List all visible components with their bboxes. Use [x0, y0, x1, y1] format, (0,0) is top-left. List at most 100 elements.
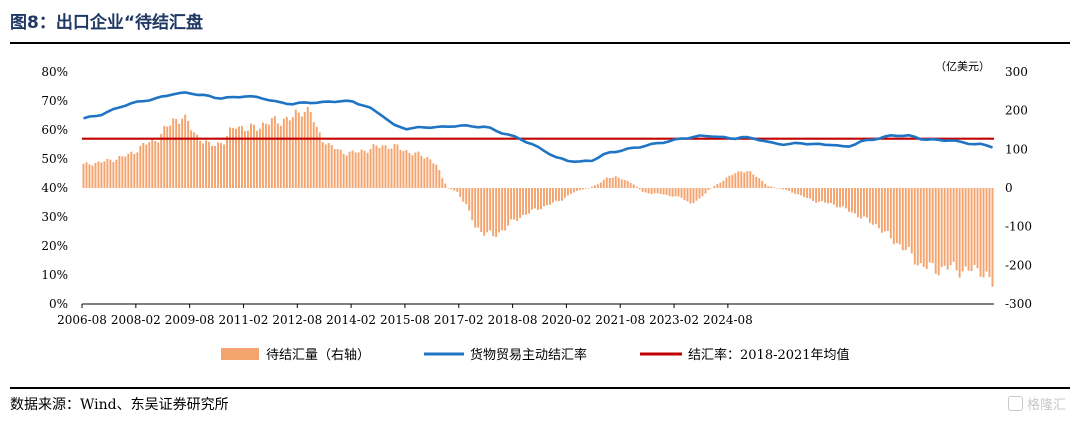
bar: [776, 188, 779, 189]
bar: [279, 125, 282, 188]
bar: [327, 143, 330, 188]
bar: [507, 188, 510, 226]
bar: [800, 188, 803, 196]
bar: [901, 188, 904, 251]
watermark-text: 格隆汇: [1026, 398, 1066, 413]
bar: [593, 185, 596, 188]
bar: [836, 188, 838, 208]
bar: [973, 188, 976, 266]
bar: [270, 118, 273, 188]
bar: [441, 178, 444, 188]
bar: [220, 143, 223, 188]
bar: [492, 188, 495, 237]
bar: [602, 179, 605, 188]
x-tick-label: 2018-08: [488, 313, 538, 327]
bar: [653, 188, 656, 194]
bar: [453, 188, 456, 191]
bar: [892, 188, 895, 245]
bar: [369, 148, 372, 188]
bar: [638, 188, 641, 190]
bar: [432, 163, 435, 188]
bar: [103, 161, 106, 188]
bar: [677, 188, 680, 197]
bar: [504, 188, 507, 231]
bar: [770, 186, 773, 188]
bar: [420, 155, 423, 188]
bar: [895, 188, 898, 244]
bar: [235, 128, 237, 188]
bar: [193, 132, 196, 188]
bar: [276, 123, 279, 188]
bar: [444, 183, 447, 188]
bar: [417, 151, 420, 188]
bar: [874, 188, 877, 225]
bar: [480, 188, 483, 232]
bar: [985, 188, 988, 272]
bar: [348, 151, 351, 188]
bar: [366, 152, 369, 188]
bar: [961, 188, 964, 272]
bar: [214, 145, 217, 188]
bar: [785, 188, 788, 190]
bar: [629, 182, 632, 188]
bar: [300, 116, 303, 188]
bar: [590, 186, 593, 188]
bar: [501, 188, 504, 231]
bar: [958, 188, 961, 278]
bar: [345, 155, 348, 188]
bar: [662, 188, 665, 195]
bar: [743, 172, 746, 188]
bar: [877, 188, 880, 229]
bar: [740, 171, 743, 188]
bar: [351, 150, 354, 188]
legend-swatch-bars: [221, 348, 259, 360]
bar: [851, 188, 853, 213]
bar: [534, 188, 536, 209]
bar: [788, 188, 791, 191]
bar: [581, 188, 584, 190]
bar: [656, 188, 659, 194]
bar: [178, 123, 181, 188]
bar: [510, 188, 513, 220]
bar: [360, 149, 363, 188]
bar: [833, 188, 835, 205]
bar: [880, 188, 883, 233]
bar: [387, 148, 390, 188]
bar: [952, 188, 955, 262]
x-tick-label: 2008-02: [111, 313, 161, 327]
bar: [635, 186, 638, 188]
bar: [318, 132, 321, 188]
bar: [474, 188, 477, 228]
x-tick-label: 2021-08: [595, 313, 645, 327]
bar: [731, 174, 734, 188]
bar: [734, 173, 737, 188]
bar: [946, 188, 949, 270]
bar: [572, 188, 575, 193]
chart: 0% 10% 20% 30% 40% 50% 60% 70% 80% -300 -200 -100 0 1…: [41, 60, 1032, 363]
source-rule: [10, 387, 1070, 389]
bar: [471, 188, 474, 221]
bar: [614, 176, 617, 188]
bar: [85, 162, 88, 188]
bar: [560, 188, 563, 201]
bar: [767, 186, 770, 188]
bar: [551, 188, 554, 203]
bar: [596, 184, 599, 188]
bar: [411, 155, 414, 188]
bar: [569, 188, 572, 194]
bar: [919, 188, 922, 264]
bar: [115, 159, 118, 188]
bar: [97, 161, 100, 188]
chart-title: 图8：出口企业“待结汇盘: [10, 13, 204, 33]
bar: [121, 156, 124, 188]
bar: [644, 188, 647, 193]
bar: [258, 128, 261, 188]
bar: [196, 134, 199, 188]
bar: [483, 188, 486, 236]
bar: [172, 118, 175, 188]
bar: [489, 188, 492, 231]
y-right-unit: （亿美元）: [935, 60, 990, 73]
bar: [130, 151, 133, 188]
bar: [175, 118, 178, 188]
bar: [118, 156, 121, 188]
